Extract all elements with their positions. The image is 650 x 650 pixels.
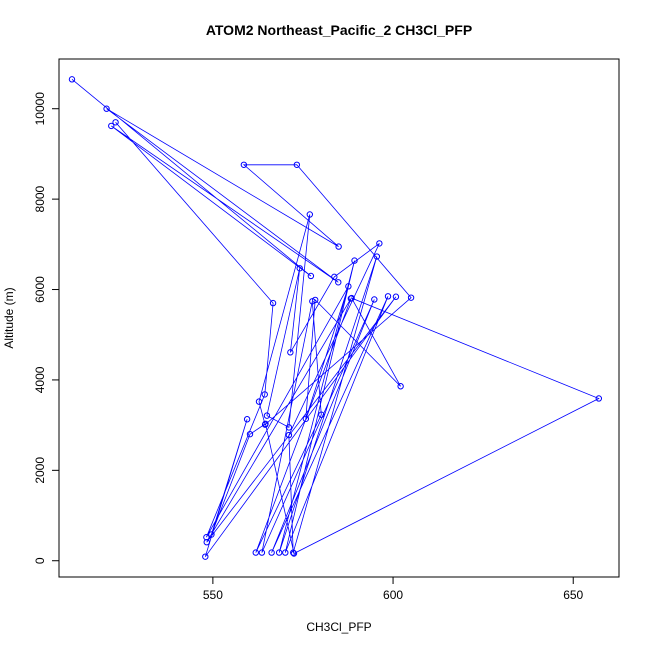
data-point xyxy=(262,420,269,427)
data-point xyxy=(268,549,275,556)
data-point xyxy=(285,431,293,439)
y-tick-label: 10000 xyxy=(33,92,47,126)
data-point xyxy=(306,211,314,218)
data-point xyxy=(108,122,115,130)
data-point xyxy=(307,272,315,280)
series-line xyxy=(71,78,600,557)
data-point xyxy=(384,293,392,300)
data-point xyxy=(595,395,603,402)
y-tick-label: 8000 xyxy=(33,185,47,212)
data-point xyxy=(318,411,325,418)
data-point xyxy=(345,283,352,290)
data-point xyxy=(373,253,381,260)
data-point xyxy=(243,416,251,423)
y-axis-label: Altitude (m) xyxy=(2,287,16,348)
data-point xyxy=(203,534,210,541)
x-tick-label: 600 xyxy=(383,588,403,602)
x-tick-label: 550 xyxy=(203,588,223,602)
data-point xyxy=(112,119,119,126)
data-point xyxy=(202,553,209,560)
y-tick-label: 2000 xyxy=(33,457,47,484)
series-layer xyxy=(68,76,603,560)
x-axis-label: CH3Cl_PFP xyxy=(306,620,371,634)
data-point xyxy=(252,549,259,556)
data-point xyxy=(392,293,400,300)
chart-title: ATOM2 Northeast_Pacific_2 CH3Cl_PFP xyxy=(206,22,472,38)
data-point xyxy=(287,349,294,356)
data-point xyxy=(103,105,110,112)
data-point xyxy=(285,424,293,431)
data-point xyxy=(255,398,263,405)
data-point xyxy=(258,549,266,556)
data-point xyxy=(376,240,383,247)
data-point xyxy=(263,412,271,419)
y-tick-label: 4000 xyxy=(33,366,47,393)
y-tick-label: 6000 xyxy=(33,276,47,303)
data-point xyxy=(293,161,301,168)
data-point xyxy=(312,296,319,304)
data-point xyxy=(348,294,355,302)
data-point xyxy=(275,549,283,556)
data-point xyxy=(397,383,404,390)
data-point xyxy=(371,296,378,303)
data-point xyxy=(240,161,248,168)
data-point xyxy=(407,294,415,301)
data-point xyxy=(331,273,338,281)
data-point xyxy=(261,391,268,398)
data-point xyxy=(335,243,342,250)
data-point xyxy=(335,279,342,286)
data-point xyxy=(290,550,298,557)
data-point xyxy=(208,531,215,538)
y-tick-label: 0 xyxy=(33,557,47,564)
data-point xyxy=(302,415,310,422)
y-axis: 0 2000 4000 6000 8000 10000 xyxy=(33,92,60,564)
x-tick-label: 650 xyxy=(563,588,583,602)
data-point xyxy=(351,257,358,264)
data-point xyxy=(296,265,303,272)
data-point xyxy=(282,549,289,556)
data-point xyxy=(246,430,254,438)
data-point xyxy=(68,76,76,83)
data-point xyxy=(269,299,277,307)
x-axis: 550 600 650 xyxy=(203,576,584,602)
data-point xyxy=(290,549,297,556)
